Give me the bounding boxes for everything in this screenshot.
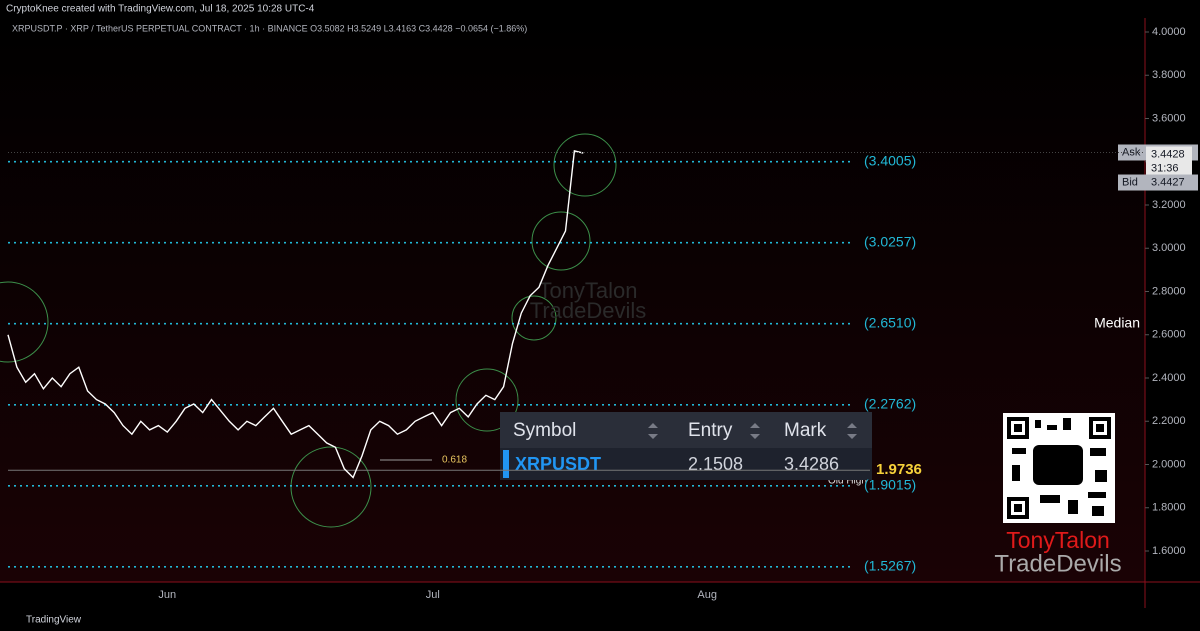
level-label: (3.0257) (864, 233, 916, 249)
ask-label: Ask (1122, 146, 1141, 158)
y-tick-label: 2.0000 (1152, 458, 1186, 470)
bid-label: Bid (1122, 176, 1138, 188)
fib-label: 0.618 (442, 455, 467, 466)
footer (0, 608, 1200, 631)
table-row (500, 448, 872, 480)
bid-box (1118, 174, 1198, 191)
y-tick-label: 2.6000 (1152, 329, 1186, 341)
table-cell: 2.1508 (688, 454, 743, 474)
old-high-label: Old High (828, 476, 867, 487)
level-label: (2.6510) (864, 314, 916, 330)
qr-code (1003, 413, 1115, 523)
level-label: (3.4005) (864, 152, 916, 168)
table-cell: 3.4286 (784, 454, 839, 474)
header: CryptoKnee created with TradingView.com,… (6, 4, 315, 15)
countdown: 31:36 (1151, 162, 1179, 174)
level-label: (1.9015) (864, 477, 916, 493)
table-header (500, 412, 872, 448)
y-tick-label: 4.0000 (1152, 26, 1186, 38)
y-tick-label: 3.0000 (1152, 242, 1186, 254)
y-tick-label: 1.8000 (1152, 502, 1186, 514)
y-tick-label: 2.4000 (1152, 372, 1186, 384)
watermark: TonyTalon (538, 278, 637, 303)
watermark: TradeDevils (530, 298, 647, 323)
y-tick-label: 3.6000 (1152, 112, 1186, 124)
table-header-cell: Mark (784, 420, 827, 441)
brand-name: TonyTalon (1006, 527, 1110, 553)
brand-sub: TradeDevils (994, 550, 1121, 577)
table-header-cell: Entry (688, 420, 733, 441)
level-label: (1.5267) (864, 558, 916, 574)
x-tick-label: Jul (426, 589, 440, 601)
y-tick-label: 3.2000 (1152, 199, 1186, 211)
sort-icons (648, 423, 857, 439)
y-tick-label: 2.8000 (1152, 285, 1186, 297)
position-table: Symbol Entry Mark XRPUSDT 2.1508 3.4286 (500, 412, 872, 480)
old-high-value: 1.9736 (876, 461, 922, 478)
x-tick-label: Jun (158, 589, 176, 601)
last-price-box (1146, 146, 1192, 177)
footer-text: TradingView (26, 615, 82, 626)
plot-area (0, 18, 1145, 582)
last-price: 3.4428 (1151, 148, 1185, 160)
circles (0, 133, 617, 528)
y-tick-label: 2.2000 (1152, 415, 1186, 427)
bid-value: 3.4427 (1151, 176, 1185, 188)
y-tick-label: 3.8000 (1152, 69, 1186, 81)
median-label: Median (1094, 315, 1140, 331)
level-label: (2.2762) (864, 395, 916, 411)
table-cell: XRPUSDT (515, 454, 601, 474)
y-tick-label: 1.6000 (1152, 545, 1186, 557)
symbol-line: XRPUSDT.P · XRP / TetherUS PERPETUAL CON… (12, 23, 527, 33)
row-marker (503, 450, 509, 478)
x-tick-label: Aug (697, 589, 717, 601)
price-line (7, 150, 584, 479)
table-header-cell: Symbol (513, 420, 576, 441)
